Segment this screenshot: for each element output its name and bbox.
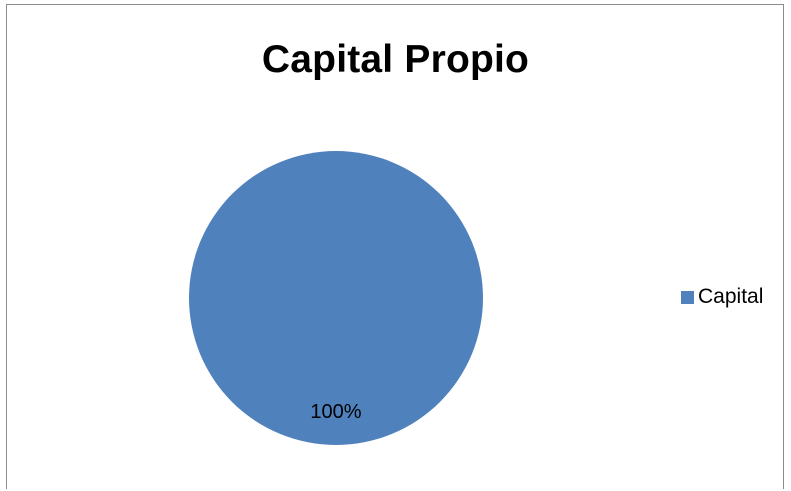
pie-data-label-capital: 100%	[310, 401, 361, 423]
chart-legend: Capital	[681, 285, 763, 309]
chart-title: Capital Propio	[261, 38, 530, 81]
legend-swatch-capital	[681, 290, 694, 304]
legend-label-capital: Capital	[698, 285, 764, 308]
pie-slice-capital	[189, 151, 483, 445]
